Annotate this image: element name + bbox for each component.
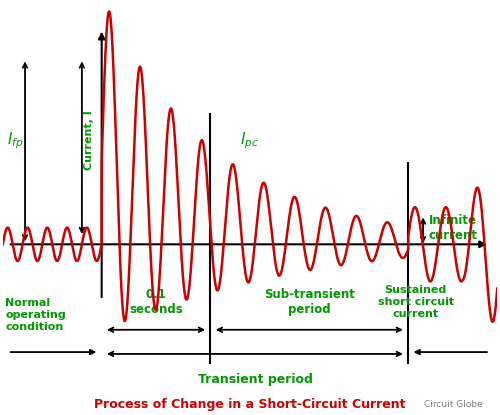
Text: $I_{fp}$: $I_{fp}$ [6,130,23,151]
Text: Process of Change in a Short-Circuit Current: Process of Change in a Short-Circuit Cur… [94,398,406,410]
Text: 0.1
seconds: 0.1 seconds [129,288,183,316]
Text: Infinite
current: Infinite current [429,214,478,242]
Text: $I_{pc}$: $I_{pc}$ [240,130,259,151]
Text: Circuit Globe: Circuit Globe [424,400,482,409]
Text: Normal
operating
condition: Normal operating condition [5,298,66,332]
Text: Sub-transient
period: Sub-transient period [264,288,355,316]
Text: Sustained
short circuit
current: Sustained short circuit current [378,285,454,318]
Text: Current, I: Current, I [84,110,94,170]
Text: Transient period: Transient period [198,374,312,386]
